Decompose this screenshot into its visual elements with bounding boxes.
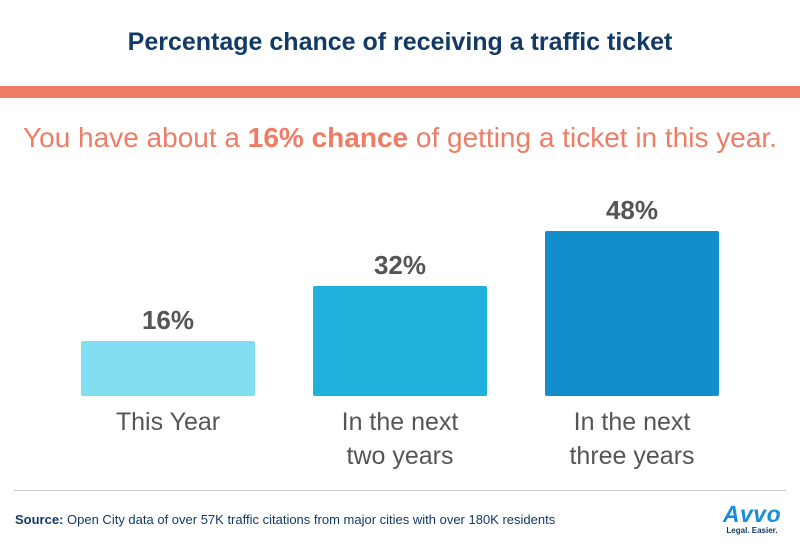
logo-wordmark: Avvo bbox=[722, 501, 782, 527]
source-note: Source: Open City data of over 57K traff… bbox=[15, 512, 555, 527]
value-label-3: 48% bbox=[606, 195, 658, 225]
source-label: Source: bbox=[15, 512, 64, 527]
chart-title: Percentage chance of receiving a traffic… bbox=[127, 28, 673, 56]
bar-3 bbox=[545, 231, 719, 396]
source-text: Open City data of over 57K traffic citat… bbox=[63, 512, 556, 527]
bar-1 bbox=[81, 341, 255, 396]
category-label-2-line-1: In the next bbox=[342, 408, 459, 436]
subtitle-pre: You have about a bbox=[23, 122, 248, 153]
footer-divider bbox=[14, 490, 786, 491]
category-label-2-line-2: two years bbox=[347, 442, 454, 470]
subtitle-post: of getting a ticket in this year. bbox=[408, 122, 777, 153]
bar-chart: 16% This Year 32% In the next two years 48% In… bbox=[81, 195, 719, 470]
category-label-1-line-1: This Year bbox=[116, 408, 220, 436]
category-label-3-line-1: In the next bbox=[574, 408, 691, 436]
chart-subtitle: You have about a 16% chance of getting a… bbox=[0, 120, 800, 155]
bar-2 bbox=[313, 286, 487, 396]
value-label-2: 32% bbox=[374, 250, 426, 280]
logo-tagline: Legal. Easier. bbox=[726, 526, 778, 535]
value-label-1: 16% bbox=[142, 305, 194, 335]
category-label-3-line-2: three years bbox=[569, 442, 694, 470]
accent-divider bbox=[0, 86, 800, 98]
subtitle-highlight: 16% chance bbox=[247, 122, 409, 153]
avvo-logo: Avvo Legal. Easier. bbox=[717, 502, 787, 536]
